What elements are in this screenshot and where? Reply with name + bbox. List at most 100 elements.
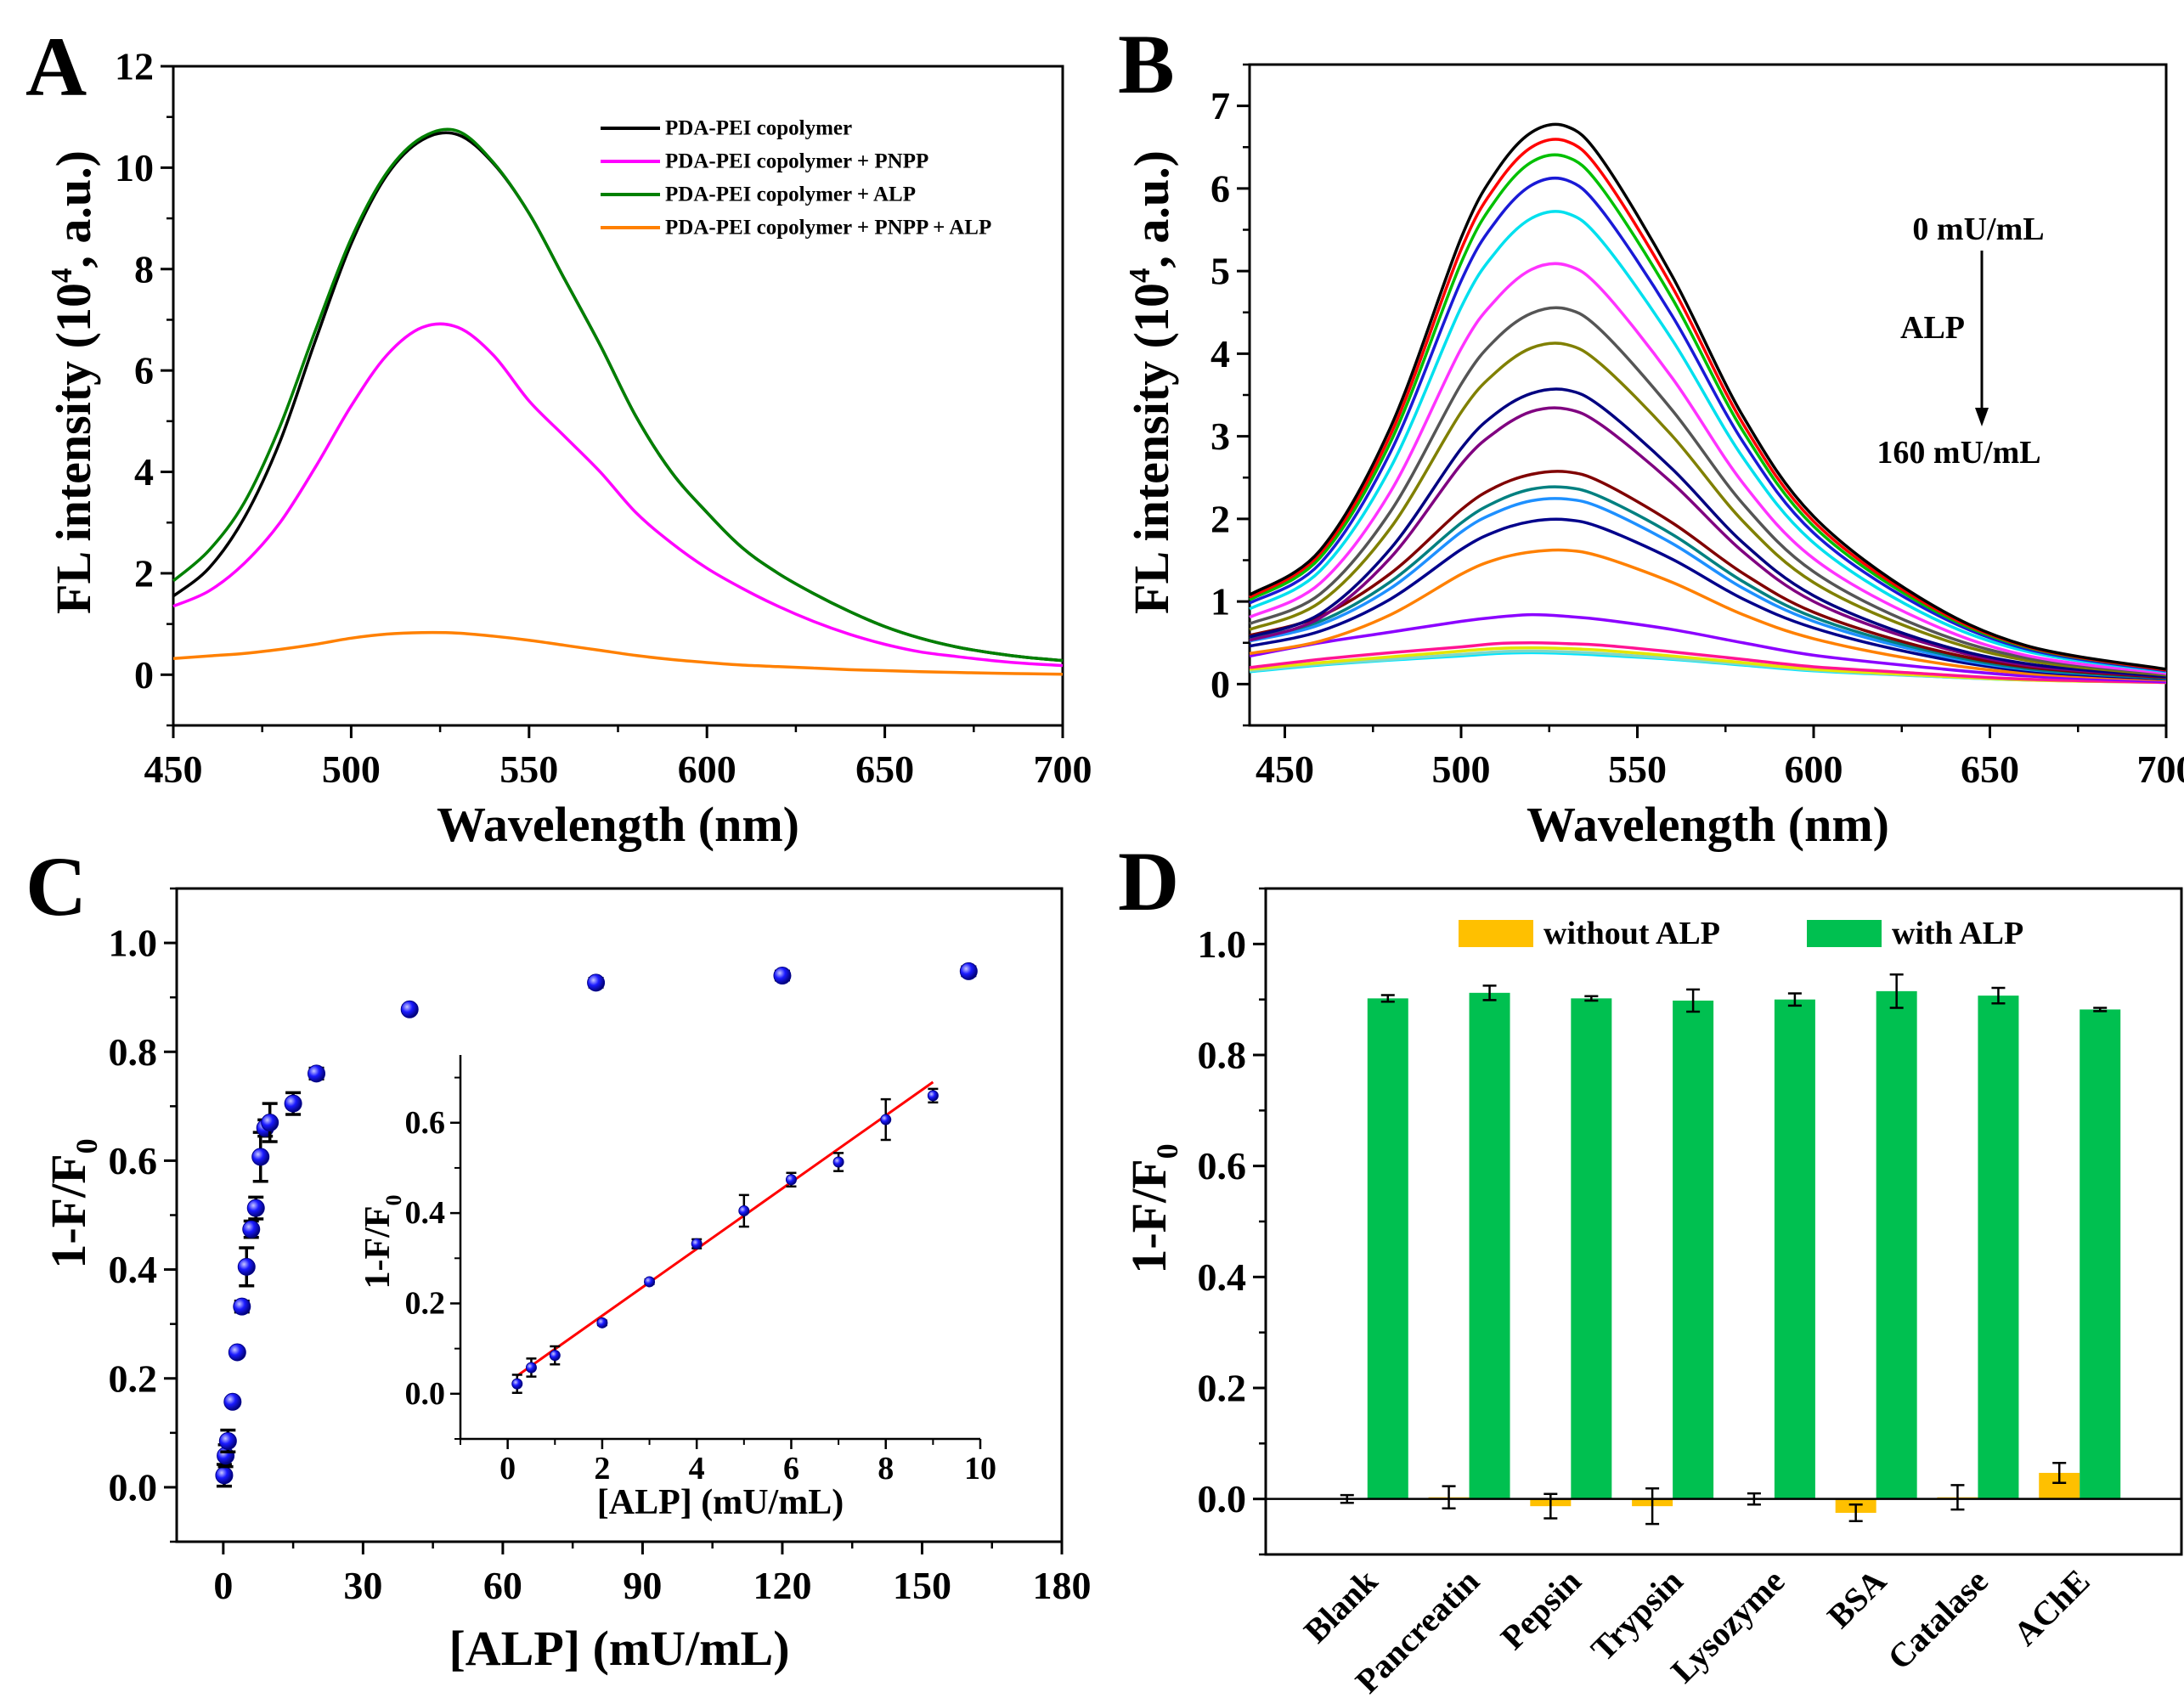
plot-frame — [1248, 63, 2168, 727]
y-tick-label: 0.0 — [405, 1376, 446, 1412]
plot-frame — [172, 65, 1064, 727]
annotation-label: ALP — [1900, 310, 1965, 346]
panel-label-b: B — [1118, 17, 1175, 111]
inset-y-axis-title: 1-F/F0 — [358, 1195, 406, 1289]
y-tick-label: 3 — [1211, 415, 1230, 458]
y-tick-label: 0.6 — [405, 1105, 446, 1141]
category-label: AChE — [2006, 1562, 2097, 1653]
y-axis-title: 1-F/F0 — [41, 1138, 104, 1268]
data-point — [284, 1094, 302, 1113]
x-tick-label: 700 — [1034, 747, 1092, 791]
series-line — [1249, 612, 2167, 684]
series-line — [1249, 406, 2167, 679]
y-axis-title: FL intensity (104, a.u.) — [1123, 150, 1179, 614]
legend-label: without ALP — [1543, 916, 1720, 951]
data-point — [218, 1431, 237, 1450]
y-tick-label: 0.6 — [109, 1139, 158, 1182]
data-point — [400, 1000, 419, 1018]
data-point — [832, 1156, 844, 1168]
y-tick-label: 0.4 — [1198, 1255, 1247, 1299]
x-tick-label: 4 — [689, 1451, 705, 1486]
y-axis-title-main: FL intensity (10 — [46, 283, 101, 614]
y-tick-label: 2 — [1211, 497, 1230, 540]
y-tick-label: 2 — [134, 551, 154, 595]
fit-line — [516, 1080, 934, 1377]
data-point — [596, 1317, 608, 1329]
data-point — [223, 1392, 242, 1411]
series-line — [1249, 497, 2167, 680]
legend-label: with ALP — [1892, 916, 2023, 951]
bar — [1673, 1000, 1714, 1499]
y-tick-label: 1.0 — [1198, 922, 1247, 966]
y-tick-label: 8 — [134, 247, 154, 291]
y-axis-title-main: FL intensity (10 — [1124, 283, 1179, 614]
y-tick-label: 0.2 — [1198, 1367, 1247, 1410]
y-axis-title-rest: , a.u.) — [1124, 150, 1179, 268]
data-point — [880, 1114, 892, 1125]
y-tick-label: 0.8 — [109, 1030, 158, 1074]
series-line — [1249, 210, 2167, 674]
data-point — [251, 1148, 270, 1166]
annotation-label: 0 mU/mL — [1912, 212, 2044, 247]
x-tick-label: 600 — [678, 747, 736, 791]
x-tick-label: 180 — [1033, 1564, 1092, 1607]
x-tick-label: 500 — [1432, 747, 1491, 791]
inset-x-axis-title: [ALP] (mU/mL) — [597, 1483, 844, 1522]
bar — [1367, 998, 1408, 1499]
x-tick-label: 450 — [1256, 747, 1314, 791]
y-tick-label: 6 — [134, 349, 154, 392]
data-point — [242, 1220, 261, 1238]
y-tick-label: 0 — [134, 653, 154, 697]
legend-swatch — [1459, 920, 1533, 947]
x-tick-label: 0 — [213, 1564, 233, 1607]
category-label: Lysozyme — [1663, 1562, 1792, 1690]
series-line — [1249, 387, 2167, 679]
x-axis-title: Wavelength (nm) — [1527, 797, 1889, 852]
bar — [1876, 990, 1917, 1499]
arrow-head-icon — [1975, 408, 1989, 426]
x-tick-label: 700 — [2137, 747, 2184, 791]
data-point — [959, 962, 978, 980]
x-tick-label: 650 — [1961, 747, 2019, 791]
data-point — [691, 1238, 703, 1250]
y-axis-title: FL intensity (104, a.u.) — [45, 150, 101, 614]
x-axis-title: Wavelength (nm) — [437, 797, 799, 852]
panel-label-d: D — [1118, 834, 1179, 928]
series-line — [172, 630, 1064, 676]
y-tick-label: 0 — [1211, 663, 1230, 706]
y-axis-title-sub: 0 — [381, 1195, 406, 1206]
x-tick-label: 90 — [623, 1564, 662, 1607]
y-tick-label: 0.0 — [109, 1465, 158, 1509]
inset-plot: 0.00.20.40.60 2 4 6 8 10[ALP] (mU/mL)1-F/F0 — [358, 1055, 996, 1522]
series-line — [1249, 470, 2167, 680]
series-line — [172, 131, 1064, 663]
x-tick-label: 10 — [964, 1451, 996, 1486]
series-line — [1249, 548, 2167, 682]
x-tick-label: 8 — [878, 1451, 894, 1486]
x-tick-label: 2 — [594, 1451, 610, 1486]
y-axis-title-sup: 4 — [1123, 268, 1156, 283]
series-line — [1249, 262, 2167, 675]
y-tick-label: 0.6 — [1198, 1144, 1247, 1187]
panel-c: 0.00.20.40.60.81.00 30 60 90 120 150 180[ALP] … — [41, 887, 1092, 1676]
data-point — [261, 1114, 279, 1132]
category-label: Catalase — [1880, 1562, 1995, 1678]
data-point — [549, 1350, 561, 1362]
y-axis-title-rest: , a.u.) — [46, 150, 101, 268]
series-line — [172, 127, 1064, 663]
data-point — [511, 1378, 523, 1390]
series-line — [1249, 122, 2167, 671]
data-point — [215, 1466, 234, 1485]
x-tick-label: 0 — [499, 1451, 516, 1486]
y-tick-label: 1.0 — [109, 922, 158, 965]
category-label: Pepsin — [1493, 1562, 1589, 1657]
y-tick-label: 7 — [1211, 84, 1230, 127]
legend-label: PDA-PEI copolymer — [665, 117, 852, 140]
x-axis-title: [ALP] (mU/mL) — [449, 1621, 789, 1676]
y-axis-title-sub: 0 — [1150, 1143, 1184, 1159]
data-point — [246, 1199, 265, 1217]
y-tick-label: 0.8 — [1198, 1034, 1247, 1077]
y-tick-label: 10 — [115, 146, 154, 189]
